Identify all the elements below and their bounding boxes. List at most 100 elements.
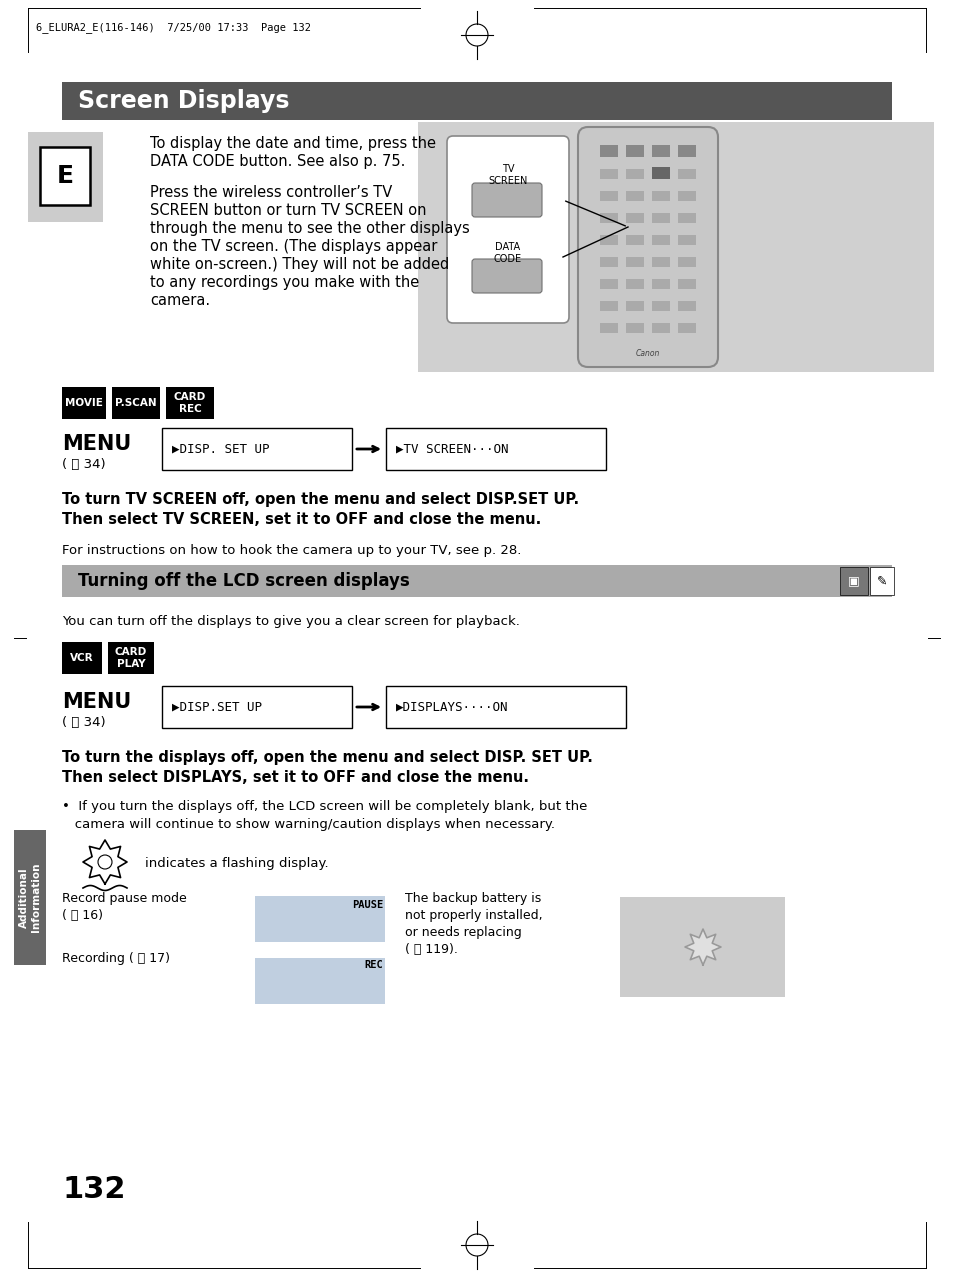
Bar xyxy=(678,323,696,333)
Bar xyxy=(678,235,696,245)
Bar xyxy=(386,427,605,470)
Bar xyxy=(651,279,669,288)
FancyBboxPatch shape xyxy=(472,182,541,217)
Text: 6_ELURA2_E(116-146)  7/25/00 17:33  Page 132: 6_ELURA2_E(116-146) 7/25/00 17:33 Page 1… xyxy=(36,22,311,33)
Text: Recording ( ⧨ 17): Recording ( ⧨ 17) xyxy=(62,952,170,965)
Bar xyxy=(678,279,696,288)
Bar xyxy=(599,256,618,267)
Bar xyxy=(651,213,669,223)
Text: Turning off the LCD screen displays: Turning off the LCD screen displays xyxy=(78,572,410,590)
Text: You can turn off the displays to give you a clear screen for playback.: You can turn off the displays to give yo… xyxy=(62,615,519,628)
Text: ▶DISP. SET UP: ▶DISP. SET UP xyxy=(172,443,269,456)
Text: ( ⧨ 34): ( ⧨ 34) xyxy=(62,716,106,729)
Text: on the TV screen. (The displays appear: on the TV screen. (The displays appear xyxy=(150,239,436,254)
Text: or needs replacing: or needs replacing xyxy=(405,926,521,939)
Bar xyxy=(869,567,893,595)
FancyBboxPatch shape xyxy=(578,128,718,367)
Text: to any recordings you make with the: to any recordings you make with the xyxy=(150,276,418,290)
Bar xyxy=(625,168,643,179)
Text: Canon: Canon xyxy=(635,350,659,359)
Bar xyxy=(678,301,696,311)
Bar xyxy=(62,387,106,419)
Bar xyxy=(651,323,669,333)
Text: ( ⧨ 16): ( ⧨ 16) xyxy=(62,909,103,923)
Bar xyxy=(254,896,385,942)
Bar xyxy=(599,323,618,333)
Text: VCR: VCR xyxy=(71,653,93,664)
Bar xyxy=(625,145,643,157)
Bar xyxy=(599,145,618,157)
Bar xyxy=(678,145,696,157)
Text: ( ⧨ 119).: ( ⧨ 119). xyxy=(405,943,457,956)
Bar xyxy=(166,387,213,419)
Text: •  If you turn the displays off, the LCD screen will be completely blank, but th: • If you turn the displays off, the LCD … xyxy=(62,800,587,813)
Bar xyxy=(162,686,352,729)
Bar xyxy=(678,191,696,202)
Text: camera.: camera. xyxy=(150,293,210,308)
Bar xyxy=(599,191,618,202)
Text: ▶DISP.SET UP: ▶DISP.SET UP xyxy=(172,701,262,713)
Bar xyxy=(112,387,160,419)
Bar xyxy=(40,147,90,205)
Bar xyxy=(386,686,625,729)
Text: E: E xyxy=(56,165,73,188)
Text: not properly installed,: not properly installed, xyxy=(405,909,542,923)
Text: indicates a flashing display.: indicates a flashing display. xyxy=(145,857,328,870)
Text: P.SCAN: P.SCAN xyxy=(115,398,156,408)
Text: MENU: MENU xyxy=(62,434,132,454)
Text: To display the date and time, press the: To display the date and time, press the xyxy=(150,137,436,151)
Text: ▣: ▣ xyxy=(847,574,859,587)
Bar xyxy=(28,131,103,222)
Bar xyxy=(840,567,867,595)
Bar xyxy=(625,301,643,311)
Text: PAUSE: PAUSE xyxy=(352,900,382,910)
Bar xyxy=(651,145,669,157)
Bar xyxy=(599,301,618,311)
Bar xyxy=(62,82,891,120)
Bar xyxy=(62,642,102,674)
Bar xyxy=(625,256,643,267)
Bar xyxy=(254,958,385,1004)
Bar xyxy=(678,256,696,267)
Text: TV
SCREEN: TV SCREEN xyxy=(488,165,527,185)
Text: through the menu to see the other displays: through the menu to see the other displa… xyxy=(150,221,469,236)
Circle shape xyxy=(98,855,112,869)
Text: 132: 132 xyxy=(62,1175,126,1205)
Bar xyxy=(62,565,891,597)
Text: DATA CODE button. See also p. 75.: DATA CODE button. See also p. 75. xyxy=(150,154,405,168)
Text: Then select TV SCREEN, set it to OFF and close the menu.: Then select TV SCREEN, set it to OFF and… xyxy=(62,512,540,527)
Text: white on-screen.) They will not be added: white on-screen.) They will not be added xyxy=(150,256,449,272)
Text: For instructions on how to hook the camera up to your TV, see p. 28.: For instructions on how to hook the came… xyxy=(62,544,521,558)
Text: To turn TV SCREEN off, open the menu and select DISP.SET UP.: To turn TV SCREEN off, open the menu and… xyxy=(62,493,578,507)
Text: REC: REC xyxy=(364,960,382,970)
Text: CARD
REC: CARD REC xyxy=(173,392,206,413)
Bar xyxy=(599,213,618,223)
Bar xyxy=(108,642,153,674)
Text: Screen Displays: Screen Displays xyxy=(78,89,289,114)
Bar xyxy=(625,191,643,202)
Bar xyxy=(599,235,618,245)
Text: The backup battery is: The backup battery is xyxy=(405,892,540,905)
Text: ( ⧨ 34): ( ⧨ 34) xyxy=(62,458,106,471)
Text: Then select DISPLAYS, set it to OFF and close the menu.: Then select DISPLAYS, set it to OFF and … xyxy=(62,769,529,785)
Bar xyxy=(651,256,669,267)
Bar xyxy=(417,122,933,373)
FancyBboxPatch shape xyxy=(472,259,541,293)
Bar xyxy=(678,213,696,223)
Bar xyxy=(651,167,669,179)
Text: ✎: ✎ xyxy=(876,574,886,587)
FancyBboxPatch shape xyxy=(447,137,568,323)
Text: CARD
PLAY: CARD PLAY xyxy=(114,647,147,669)
Text: MOVIE: MOVIE xyxy=(65,398,103,408)
Text: ▶TV SCREEN···ON: ▶TV SCREEN···ON xyxy=(395,443,508,456)
Text: camera will continue to show warning/caution displays when necessary.: camera will continue to show warning/cau… xyxy=(62,818,555,831)
Text: Record pause mode: Record pause mode xyxy=(62,892,187,905)
Text: Press the wireless controller’s TV: Press the wireless controller’s TV xyxy=(150,185,392,200)
Text: SCREEN button or turn TV SCREEN on: SCREEN button or turn TV SCREEN on xyxy=(150,203,426,218)
Bar xyxy=(651,301,669,311)
Bar xyxy=(599,168,618,179)
Bar xyxy=(625,279,643,288)
Bar xyxy=(14,829,46,965)
Bar xyxy=(625,323,643,333)
Polygon shape xyxy=(83,840,127,884)
